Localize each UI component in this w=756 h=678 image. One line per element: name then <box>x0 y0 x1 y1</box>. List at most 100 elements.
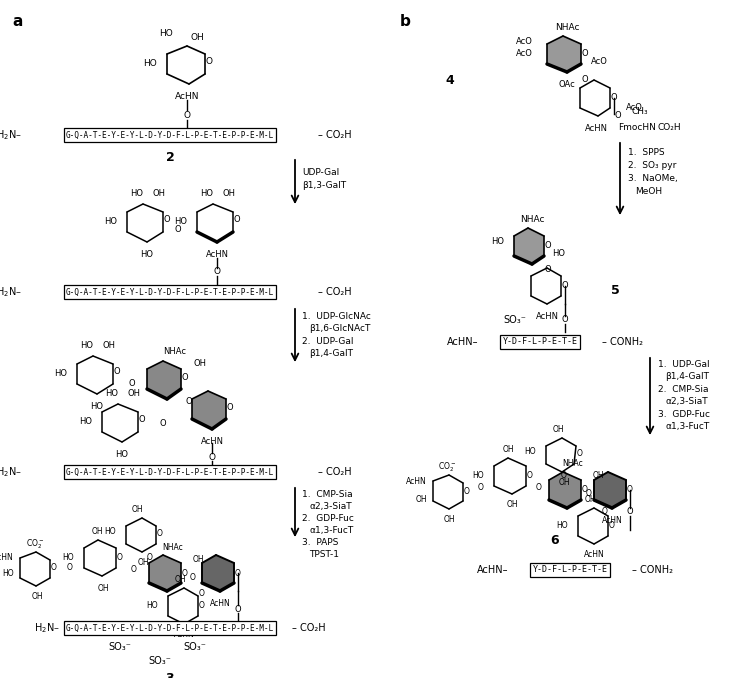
Text: O: O <box>175 226 181 235</box>
Text: OH: OH <box>31 592 43 601</box>
Text: O: O <box>227 403 234 412</box>
Polygon shape <box>147 361 181 399</box>
Text: OH: OH <box>507 500 518 509</box>
Text: AcHN: AcHN <box>584 124 608 133</box>
Text: AcO: AcO <box>591 58 608 66</box>
Text: O: O <box>182 568 188 578</box>
Text: 3.  NaOMe,: 3. NaOMe, <box>628 174 677 183</box>
Text: AcO: AcO <box>626 104 643 113</box>
Text: SO₃⁻: SO₃⁻ <box>571 563 593 573</box>
Text: α1,3-FucT: α1,3-FucT <box>309 526 353 535</box>
Text: a: a <box>12 14 23 29</box>
Text: HO: HO <box>63 553 74 563</box>
Text: – CO₂H: – CO₂H <box>318 130 352 140</box>
Text: O: O <box>581 75 588 85</box>
Text: O: O <box>609 521 615 530</box>
Text: HO: HO <box>131 189 144 199</box>
Text: – CO₂H: – CO₂H <box>318 467 352 477</box>
Text: G-Q-A-T-E-Y-E-Y-L-D-Y-D-F-L-P-E-T-E-P-P-E-M-L: G-Q-A-T-E-Y-E-Y-L-D-Y-D-F-L-P-E-T-E-P-P-… <box>66 130 274 140</box>
Text: 3.  GDP-Fuc: 3. GDP-Fuc <box>658 410 710 419</box>
Text: SO₃⁻: SO₃⁻ <box>184 642 206 652</box>
Text: O: O <box>234 216 240 224</box>
Text: HO: HO <box>174 218 187 226</box>
Text: β1,4-GalT: β1,4-GalT <box>665 372 709 381</box>
Text: NHAc: NHAc <box>163 542 184 551</box>
Text: MeOH: MeOH <box>635 187 662 196</box>
Text: 2.  SO₃ pyr: 2. SO₃ pyr <box>628 161 677 170</box>
Text: – CONH₂: – CONH₂ <box>602 337 643 347</box>
Text: O: O <box>235 568 241 578</box>
Text: – CONH₂: – CONH₂ <box>632 565 673 575</box>
Text: O: O <box>615 111 621 121</box>
Text: O: O <box>67 563 73 572</box>
Text: 1.  UDP-GlcNAc: 1. UDP-GlcNAc <box>302 312 371 321</box>
Text: NHAc: NHAc <box>163 346 187 355</box>
Text: OH: OH <box>443 515 455 524</box>
Text: OH: OH <box>132 506 143 515</box>
Text: NHAc: NHAc <box>562 460 584 468</box>
Text: CH₃: CH₃ <box>632 108 649 117</box>
Text: OH: OH <box>98 584 109 593</box>
Text: O: O <box>234 605 241 614</box>
Text: AcHN: AcHN <box>406 477 427 485</box>
Polygon shape <box>192 391 226 429</box>
Text: O: O <box>199 601 205 610</box>
Text: O: O <box>464 487 470 496</box>
Text: O: O <box>186 397 192 407</box>
Text: OH: OH <box>593 471 605 481</box>
Polygon shape <box>547 36 581 72</box>
Text: HO: HO <box>525 447 536 456</box>
Text: b: b <box>400 14 411 29</box>
Text: G-Q-A-T-E-Y-E-Y-L-D-Y-D-F-L-P-E-T-E-P-P-E-M-L: G-Q-A-T-E-Y-E-Y-L-D-Y-D-F-L-P-E-T-E-P-P-… <box>66 287 274 296</box>
Text: NHAc: NHAc <box>520 216 544 224</box>
Text: HO: HO <box>141 250 153 259</box>
Text: H$_2$N–: H$_2$N– <box>0 128 22 142</box>
Text: OH: OH <box>558 478 570 487</box>
Text: O: O <box>206 58 212 66</box>
Text: CO₂H: CO₂H <box>658 123 682 132</box>
Text: 6: 6 <box>550 534 559 546</box>
Text: OH: OH <box>137 558 149 567</box>
Text: O: O <box>577 450 583 458</box>
Text: O: O <box>562 315 569 325</box>
Text: 2.  CMP-Sia: 2. CMP-Sia <box>658 385 708 394</box>
Text: 3: 3 <box>166 672 175 678</box>
Text: HO: HO <box>2 570 14 578</box>
Text: H$_2$N–: H$_2$N– <box>0 285 22 299</box>
Text: O: O <box>627 508 634 517</box>
Text: O: O <box>581 49 588 58</box>
Text: HO: HO <box>106 389 119 399</box>
Text: O: O <box>199 589 205 597</box>
Text: HO: HO <box>147 601 158 610</box>
Text: AcHN: AcHN <box>584 550 604 559</box>
Polygon shape <box>149 555 181 591</box>
Text: Y-D-F-L-P-E-T-E: Y-D-F-L-P-E-T-E <box>532 565 608 574</box>
Text: 3.  PAPS: 3. PAPS <box>302 538 339 547</box>
Text: OH: OH <box>153 189 166 199</box>
Text: O: O <box>157 530 163 538</box>
Text: AcHN–: AcHN– <box>476 565 508 575</box>
Text: 1.  UDP-Gal: 1. UDP-Gal <box>658 360 710 369</box>
Text: OH: OH <box>103 342 116 351</box>
Text: O: O <box>160 418 166 428</box>
Text: O: O <box>478 483 484 492</box>
Text: AcHN: AcHN <box>535 312 559 321</box>
Text: FmocHN: FmocHN <box>618 123 656 132</box>
Text: 2.  GDP-Fuc: 2. GDP-Fuc <box>302 514 354 523</box>
Text: O: O <box>181 372 188 382</box>
Text: HO: HO <box>556 521 568 530</box>
Text: α1,3-FucT: α1,3-FucT <box>665 422 709 431</box>
Text: O: O <box>602 508 608 517</box>
Text: SO₃⁻: SO₃⁻ <box>109 642 132 652</box>
Text: HO: HO <box>160 30 173 39</box>
Text: O: O <box>129 380 135 388</box>
Text: 4: 4 <box>445 73 454 87</box>
Text: HO: HO <box>80 342 94 351</box>
Text: AcHN: AcHN <box>0 553 14 563</box>
Text: HO: HO <box>552 250 565 258</box>
Text: O: O <box>190 572 196 582</box>
Text: O: O <box>527 471 533 481</box>
Text: 2.  UDP-Gal: 2. UDP-Gal <box>302 337 354 346</box>
Text: AcHN: AcHN <box>206 250 228 259</box>
Text: O: O <box>164 216 170 224</box>
